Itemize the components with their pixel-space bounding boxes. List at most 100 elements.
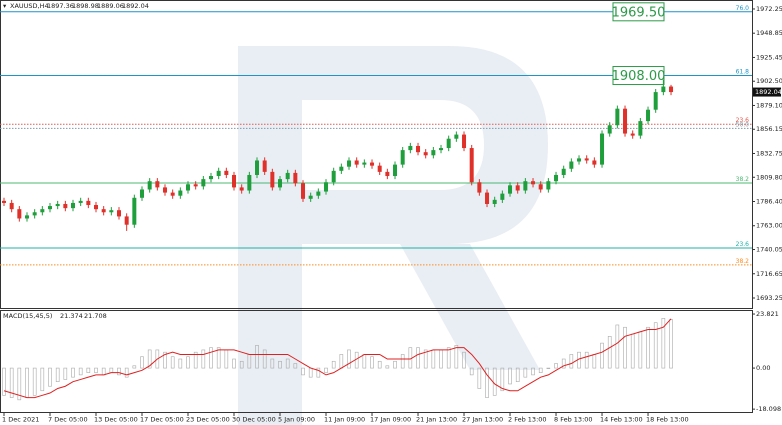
x-tick-label: 18 Feb 13:00 bbox=[646, 416, 689, 424]
candle-body bbox=[454, 134, 459, 139]
macd-bar bbox=[301, 367, 305, 376]
candle-body bbox=[308, 195, 313, 199]
y-tick-label: 1716.65 bbox=[756, 270, 782, 278]
macd-bar bbox=[232, 358, 236, 369]
watermark-leg bbox=[400, 244, 540, 370]
y-tick-label: 1972.25 bbox=[756, 5, 782, 13]
candle-body bbox=[523, 181, 528, 191]
candle-body bbox=[25, 215, 30, 219]
candle-body bbox=[270, 171, 275, 188]
candle-body bbox=[600, 133, 605, 165]
candle-body bbox=[584, 158, 589, 161]
candle-body bbox=[385, 171, 390, 177]
y-tick-label: 1740.05 bbox=[756, 246, 782, 254]
x-tick-label: 2 Feb 13:00 bbox=[508, 416, 547, 424]
price-box-label: 1969.50 bbox=[612, 5, 666, 20]
candle-body bbox=[416, 145, 421, 153]
macd-bar bbox=[32, 367, 37, 396]
macd-bar bbox=[132, 365, 137, 369]
price-box bbox=[612, 66, 665, 86]
candle-body bbox=[17, 209, 22, 219]
candle-body bbox=[500, 193, 505, 200]
candle-body bbox=[393, 164, 398, 177]
macd-bar bbox=[347, 349, 351, 369]
macd-bar bbox=[147, 349, 152, 369]
candle-body bbox=[55, 203, 60, 207]
macd-bar bbox=[607, 336, 612, 369]
x-tick-label: 14 Feb 13:00 bbox=[600, 416, 643, 424]
y-tick-label: 0.00 bbox=[756, 364, 770, 372]
fib-level-label: 38.2 bbox=[736, 258, 750, 265]
candle-body bbox=[546, 181, 551, 190]
macd-bar bbox=[63, 367, 68, 380]
candle-body bbox=[324, 182, 329, 192]
candle-body bbox=[186, 184, 191, 191]
y-tick-label: 1925.45 bbox=[756, 53, 782, 61]
macd-bar bbox=[600, 342, 604, 369]
x-tick-label: 27 Jan 13:00 bbox=[462, 416, 503, 424]
macd-bar bbox=[454, 345, 459, 369]
x-tick-label: 17 Dec 05:00 bbox=[140, 416, 184, 424]
candle-body bbox=[653, 92, 658, 110]
fib-level-label: 76.0 bbox=[736, 5, 750, 12]
candle-body bbox=[2, 200, 6, 203]
macd-bar bbox=[561, 358, 566, 369]
macd-bar bbox=[538, 367, 543, 373]
x-tick-label: 13 Dec 05:00 bbox=[94, 416, 138, 424]
x-tick-label: 5 Jan 09:00 bbox=[278, 416, 315, 424]
candle-body bbox=[538, 184, 543, 190]
candle-body bbox=[354, 160, 359, 165]
macd-bar bbox=[515, 367, 520, 382]
candle-body bbox=[661, 86, 666, 93]
candle-body bbox=[515, 185, 520, 191]
macd-bar bbox=[623, 326, 627, 369]
candle-body bbox=[408, 145, 413, 151]
macd-bar bbox=[377, 360, 382, 369]
macd-bar bbox=[94, 367, 98, 373]
macd-bar bbox=[508, 367, 512, 385]
macd-bar bbox=[270, 358, 275, 369]
y-tick-label: 1786.40 bbox=[756, 198, 782, 206]
macd-frame bbox=[0, 310, 753, 413]
fib-level-label: 23.6 bbox=[736, 117, 750, 124]
x-tick-label: 23 Dec 05:00 bbox=[186, 416, 230, 424]
candle-body bbox=[669, 86, 674, 93]
candle-body bbox=[615, 108, 620, 126]
candle-body bbox=[94, 205, 99, 210]
macd-bar bbox=[262, 349, 267, 369]
candle-body bbox=[9, 202, 14, 210]
current-price-label: 1892.04 bbox=[755, 88, 782, 96]
candle-body bbox=[531, 181, 536, 185]
candle-body bbox=[592, 160, 597, 165]
fib-level-label: 23.6 bbox=[736, 241, 750, 248]
macd-bar bbox=[469, 367, 474, 376]
candle-body bbox=[262, 160, 267, 172]
macd-bar bbox=[186, 356, 190, 369]
macd-bar bbox=[653, 322, 658, 369]
y-tick-label: 1948.85 bbox=[756, 29, 782, 37]
header-high: 1898.98 bbox=[72, 2, 99, 10]
candle-body bbox=[492, 199, 497, 204]
macd-bar bbox=[661, 318, 666, 369]
macd-bar bbox=[278, 360, 282, 369]
macd-bar bbox=[523, 367, 528, 378]
candle-body bbox=[216, 170, 221, 177]
macd-bar bbox=[393, 360, 397, 369]
macd-bar bbox=[400, 354, 405, 369]
macd-bar bbox=[423, 349, 428, 369]
y-tick-label: 1856.15 bbox=[756, 125, 782, 133]
candle-body bbox=[48, 206, 53, 210]
candle-body bbox=[278, 179, 283, 188]
macd-bar bbox=[209, 347, 213, 369]
macd-bar bbox=[324, 367, 328, 373]
main-frame bbox=[0, 0, 753, 309]
candle-body bbox=[109, 210, 114, 213]
macd-bar bbox=[17, 367, 22, 401]
candle-body bbox=[71, 202, 76, 209]
macd-bar bbox=[239, 360, 244, 369]
macd-bar bbox=[255, 345, 259, 369]
candle-body bbox=[400, 150, 405, 165]
candle-body bbox=[469, 148, 474, 183]
macd-bar bbox=[416, 347, 420, 369]
x-tick-label: 7 Dec 05:00 bbox=[48, 416, 88, 424]
